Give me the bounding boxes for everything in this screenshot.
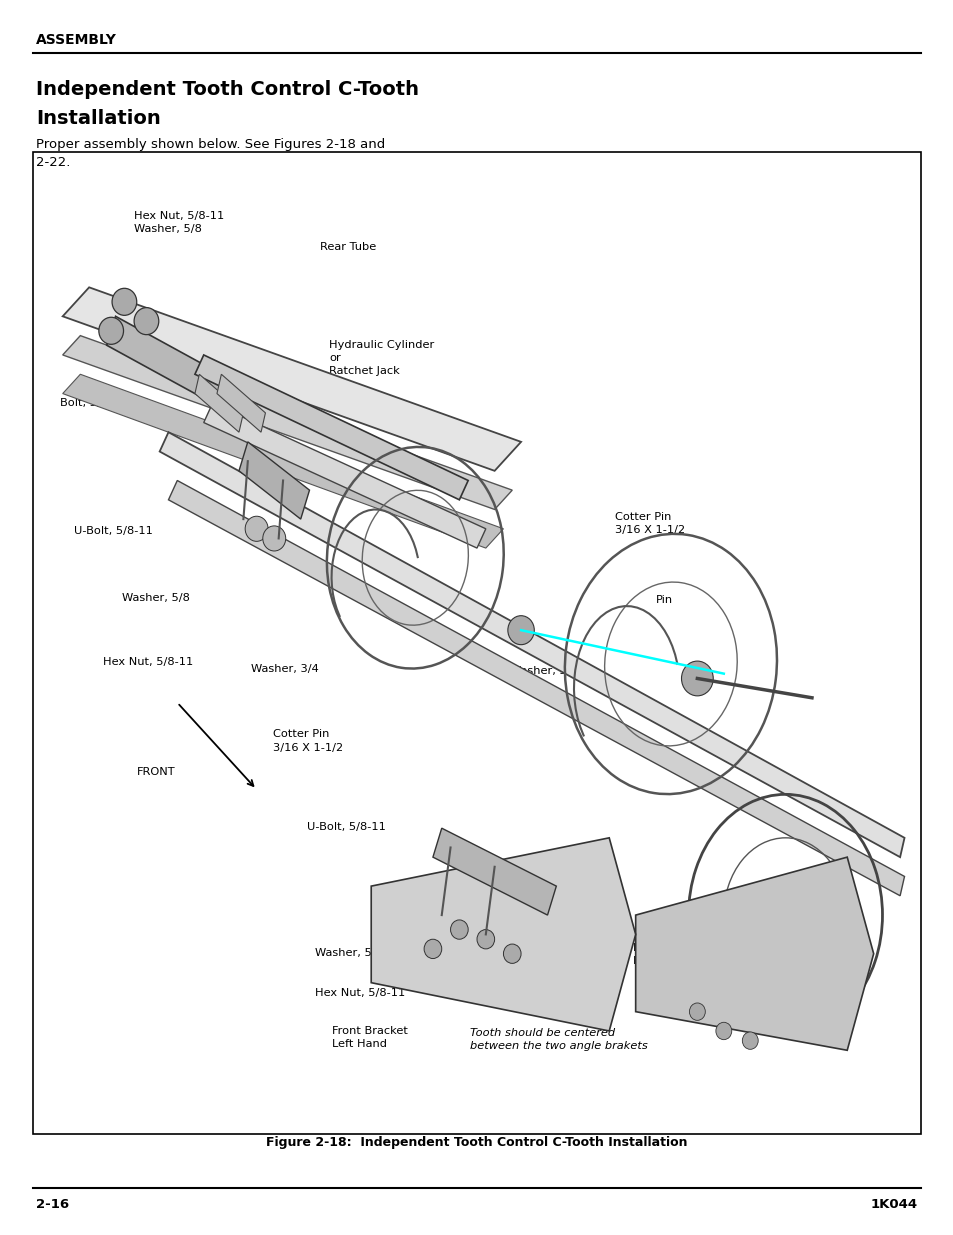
Circle shape bbox=[689, 1003, 704, 1020]
Polygon shape bbox=[216, 374, 265, 432]
Text: Cotter Pin
3/16 X 1-1/2: Cotter Pin 3/16 X 1-1/2 bbox=[273, 730, 343, 752]
Text: Hex Nut, 5/8-11
Washer, 5/8: Hex Nut, 5/8-11 Washer, 5/8 bbox=[133, 211, 224, 233]
Text: Bolt, 5/8-11 X 8: Bolt, 5/8-11 X 8 bbox=[60, 398, 149, 408]
Polygon shape bbox=[194, 374, 243, 432]
Polygon shape bbox=[63, 374, 503, 548]
Polygon shape bbox=[107, 316, 239, 412]
Polygon shape bbox=[635, 857, 873, 1050]
Text: Front Bracket
Left Hand: Front Bracket Left Hand bbox=[332, 1026, 408, 1049]
Circle shape bbox=[450, 920, 468, 940]
Text: U-Bolt, 5/8-11: U-Bolt, 5/8-11 bbox=[307, 823, 386, 832]
Text: U-Bolt, 5/8-11: U-Bolt, 5/8-11 bbox=[74, 526, 153, 536]
Polygon shape bbox=[159, 432, 903, 857]
Text: Installation: Installation bbox=[36, 109, 161, 127]
Circle shape bbox=[680, 661, 713, 695]
Text: Hex Nut, 5/8-11: Hex Nut, 5/8-11 bbox=[314, 988, 405, 998]
Polygon shape bbox=[194, 354, 468, 500]
Text: Proper assembly shown below. See Figures 2-18 and
2-22.: Proper assembly shown below. See Figures… bbox=[36, 138, 385, 169]
Text: 2-16: 2-16 bbox=[36, 1198, 70, 1212]
Text: Washer, 5/8: Washer, 5/8 bbox=[314, 948, 382, 958]
Circle shape bbox=[715, 1023, 731, 1040]
Text: ASSEMBLY: ASSEMBLY bbox=[36, 33, 117, 47]
Circle shape bbox=[741, 1032, 758, 1050]
Circle shape bbox=[99, 317, 123, 345]
Text: Rear Tube: Rear Tube bbox=[319, 242, 375, 252]
Circle shape bbox=[424, 940, 441, 958]
Circle shape bbox=[503, 944, 520, 963]
Circle shape bbox=[245, 516, 268, 541]
Text: 1K044: 1K044 bbox=[870, 1198, 917, 1212]
Text: Washer, 5/8: Washer, 5/8 bbox=[122, 593, 190, 603]
Circle shape bbox=[112, 288, 136, 315]
Text: Washer, 3/4: Washer, 3/4 bbox=[510, 666, 578, 676]
Circle shape bbox=[507, 616, 534, 645]
Text: Front Bracket
Right Hand: Front Bracket Right Hand bbox=[632, 944, 708, 966]
Text: Hydraulic Cylinder
or
Ratchet Jack: Hydraulic Cylinder or Ratchet Jack bbox=[329, 340, 434, 377]
Text: Independent Tooth Control C-Tooth: Independent Tooth Control C-Tooth bbox=[36, 80, 418, 99]
Text: FRONT: FRONT bbox=[136, 767, 174, 777]
Polygon shape bbox=[204, 403, 485, 548]
Text: Pin: Pin bbox=[656, 595, 673, 605]
Polygon shape bbox=[169, 480, 903, 895]
FancyBboxPatch shape bbox=[33, 152, 920, 1134]
Polygon shape bbox=[63, 288, 520, 471]
Circle shape bbox=[476, 930, 494, 948]
Polygon shape bbox=[239, 442, 309, 519]
Polygon shape bbox=[433, 829, 556, 915]
Text: Washer, 3/4: Washer, 3/4 bbox=[251, 664, 318, 674]
Text: Cotter Pin
3/16 X 1-1/2: Cotter Pin 3/16 X 1-1/2 bbox=[615, 513, 685, 535]
Text: Figure 2-18:  Independent Tooth Control C-Tooth Installation: Figure 2-18: Independent Tooth Control C… bbox=[266, 1136, 687, 1149]
Text: Hex Nut, 5/8-11: Hex Nut, 5/8-11 bbox=[103, 657, 193, 667]
Circle shape bbox=[262, 526, 285, 551]
Text: Tooth should be centered
between the two angle brakets: Tooth should be centered between the two… bbox=[470, 1029, 647, 1051]
Polygon shape bbox=[371, 837, 635, 1031]
Circle shape bbox=[134, 308, 158, 335]
Polygon shape bbox=[63, 336, 512, 510]
